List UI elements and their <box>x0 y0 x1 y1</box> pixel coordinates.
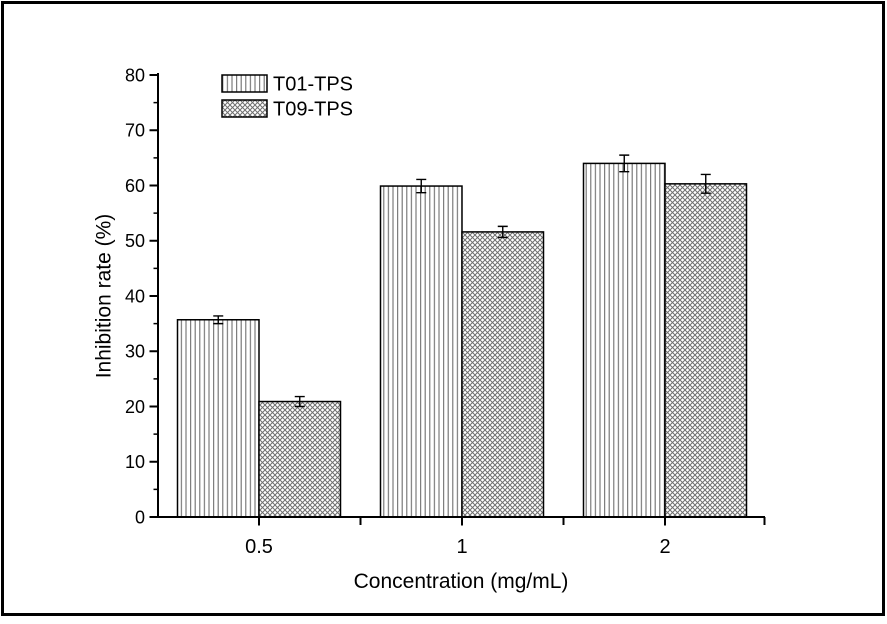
error-bar-t01-tps-1 <box>416 178 427 194</box>
y-tick-label: 0 <box>135 507 145 527</box>
legend: T01-TPS T09-TPS <box>221 74 353 121</box>
y-tick-label: 10 <box>125 452 145 472</box>
y-tick-label: 20 <box>125 397 145 417</box>
error-bar-t09-tps-1 <box>497 225 508 239</box>
y-axis-title: Inhibition rate (%) <box>92 214 115 379</box>
bar-t09-tps-2 <box>664 183 748 518</box>
bar-t09-tps-0.5 <box>258 400 342 518</box>
x-tick-label: 2 <box>659 536 670 558</box>
error-bar-t09-tps-2 <box>700 173 711 194</box>
legend-swatch-t01-tps-icon <box>221 74 268 93</box>
legend-swatch-t09-tps-icon <box>221 99 268 118</box>
error-bar-t09-tps-0.5 <box>294 395 305 408</box>
axes-group <box>149 73 766 526</box>
y-tick-label: 40 <box>125 286 145 306</box>
error-bars-group <box>213 154 711 408</box>
y-tick-label: 50 <box>125 231 145 251</box>
y-tick-label: 30 <box>125 342 145 362</box>
tick-labels-group: 0 10 20 30 40 50 60 70 80 0.5 1 2 <box>125 65 671 558</box>
error-bar-t01-tps-2 <box>619 154 630 173</box>
bars-group <box>176 162 748 518</box>
y-tick-label: 70 <box>125 121 145 141</box>
x-tick-label: 0.5 <box>245 536 273 558</box>
bar-t01-tps-2 <box>582 162 666 518</box>
legend-label-t01-tps: T01-TPS <box>273 74 353 96</box>
bar-t09-tps-1 <box>461 231 545 518</box>
x-axis-title: Concentration (mg/mL) <box>354 570 569 593</box>
y-tick-label: 60 <box>125 176 145 196</box>
error-bar-t01-tps-0.5 <box>213 315 224 325</box>
bar-t01-tps-0.5 <box>176 319 260 518</box>
legend-label-t09-tps: T09-TPS <box>273 99 353 121</box>
x-tick-label: 1 <box>456 536 467 558</box>
y-tick-label: 80 <box>125 65 145 85</box>
bar-t01-tps-1 <box>379 185 463 518</box>
